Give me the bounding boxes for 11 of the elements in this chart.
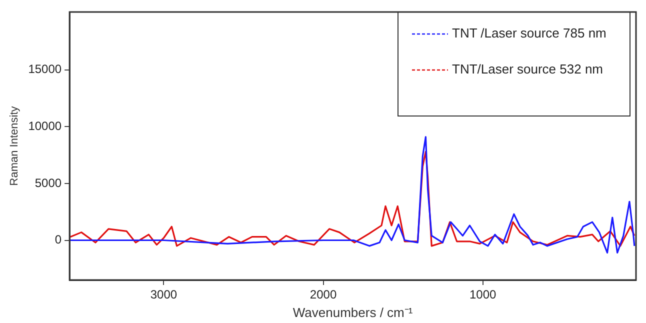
x-axis-title: Wavenumbers / cm⁻¹ — [292, 304, 414, 320]
legend-label: TNT/Laser source 532 nm — [452, 62, 604, 77]
x-tick-label: 2000 — [310, 288, 337, 302]
y-tick-label: 15000 — [28, 62, 62, 76]
y-tick-label: 10000 — [28, 119, 62, 134]
legend-label: TNT /Laser source 785 nm — [452, 26, 606, 41]
x-tick-label: 3000 — [150, 288, 178, 302]
y-tick-label: 0 — [54, 232, 62, 247]
y-tick-label: 5000 — [34, 176, 62, 190]
x-tick-label: 1000 — [469, 288, 496, 302]
y-axis-title: Raman Intensity — [8, 106, 21, 186]
